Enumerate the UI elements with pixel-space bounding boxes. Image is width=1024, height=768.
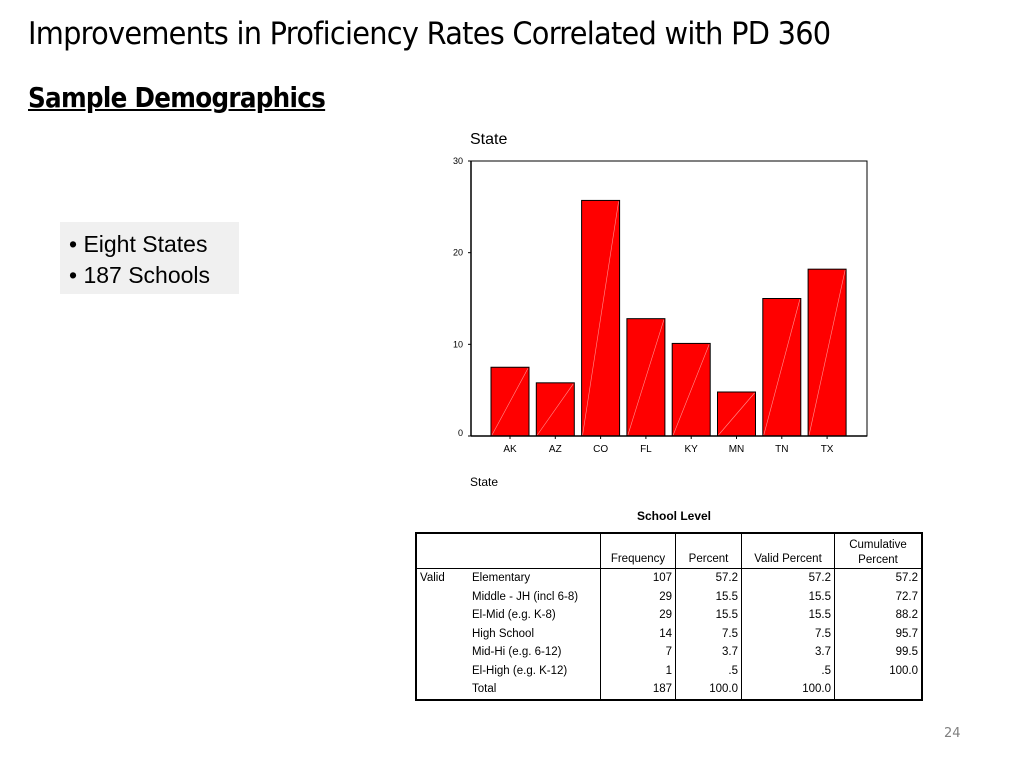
table-title: School Level bbox=[636, 509, 712, 523]
chart-title: State bbox=[470, 131, 507, 148]
cell-valid-percent: 3.7 bbox=[741, 643, 835, 662]
bar-highlight-fl bbox=[627, 319, 665, 436]
x-axis-label: State bbox=[470, 475, 498, 489]
header-empty-2 bbox=[469, 533, 601, 569]
bullet-schools: • 187 Schools bbox=[69, 262, 211, 288]
bar-highlight-ky bbox=[672, 344, 710, 436]
cell-cumulative-percent: 88.2 bbox=[834, 606, 922, 625]
cell-frequency: 187 bbox=[600, 680, 676, 700]
cell-frequency: 29 bbox=[600, 606, 676, 625]
row-label: Middle - JH (incl 6-8) bbox=[472, 590, 579, 603]
table-row: Total 187 100.0 100.0 bbox=[416, 680, 922, 700]
cell-frequency: 14 bbox=[600, 624, 676, 643]
cell-valid-percent: .5 bbox=[741, 661, 835, 680]
x-axis-ticks: AK AZ CO FL KY MN TN TX bbox=[503, 436, 834, 455]
x-tick-label: MN bbox=[729, 444, 745, 455]
row-group-label bbox=[416, 643, 469, 662]
y-axis-ticks: 0 10 20 30 bbox=[453, 156, 471, 438]
cell-cumulative-percent: 57.2 bbox=[834, 568, 922, 588]
row-group-label bbox=[416, 606, 469, 625]
x-tick-label: CO bbox=[593, 444, 608, 455]
cell-percent: 100.0 bbox=[675, 680, 742, 700]
row-label: El-High (e.g. K-12) bbox=[472, 664, 568, 677]
header-frequency: Frequency bbox=[600, 533, 676, 569]
row-label: Elementary bbox=[472, 572, 531, 585]
bar-highlight-az bbox=[537, 383, 574, 436]
bar-highlight-tx bbox=[808, 270, 846, 436]
table-row: El-High (e.g. K-12) 1.5.5 100.0 bbox=[416, 661, 922, 681]
row-label: Mid-Hi (e.g. 6-12) bbox=[472, 646, 562, 659]
cell-cumulative-percent: 100.0 bbox=[834, 661, 922, 680]
cell-valid-percent: 15.5 bbox=[741, 606, 835, 625]
table-row: Valid Elementary 107 57.2 57.2 57.2 bbox=[416, 568, 922, 588]
header-empty-1 bbox=[416, 533, 469, 569]
cell-frequency: 107 bbox=[600, 568, 676, 588]
state-bar-chart: State 0 10 20 30 AK AZ CO FL KY MN TN TX State bbox=[453, 131, 868, 489]
x-tick-label: AZ bbox=[549, 444, 562, 455]
cell-frequency: 1 bbox=[600, 661, 676, 680]
cell-percent: 57.2 bbox=[675, 568, 742, 588]
x-tick-label: TX bbox=[821, 444, 834, 455]
x-tick-label: TN bbox=[775, 444, 788, 455]
cell-percent: .5 bbox=[675, 661, 742, 680]
row-group-label bbox=[416, 680, 469, 700]
table-row: High School 14 7.5 7.5 95.7 bbox=[416, 624, 922, 644]
x-tick-label: KY bbox=[685, 444, 699, 455]
cell-valid-percent: 57.2 bbox=[741, 568, 835, 588]
table-body: Valid Elementary 107 57.2 57.2 57.2 Middle - J… bbox=[416, 568, 922, 700]
cell-cumulative-percent: 99.5 bbox=[834, 643, 922, 662]
cell-cumulative-percent: 72.7 bbox=[834, 587, 922, 606]
y-tick-label: 0 bbox=[458, 428, 463, 438]
bar-highlight-tn bbox=[763, 299, 801, 436]
row-group-label: Valid bbox=[420, 572, 445, 585]
cell-valid-percent: 100.0 bbox=[741, 680, 835, 700]
bar-highlight-co bbox=[582, 201, 619, 436]
cell-valid-percent: 15.5 bbox=[741, 587, 835, 606]
table-row: El-Mid (e.g. K-8) 29 15.5 15.5 88.2 bbox=[416, 606, 922, 625]
y-tick-label: 20 bbox=[453, 248, 463, 258]
school-level-table: Frequency Percent Valid Percent Cumulati… bbox=[415, 532, 923, 701]
x-tick-label: AK bbox=[503, 444, 517, 455]
table-row: Mid-Hi (e.g. 6-12) 7 3.7 3.7 99.5 bbox=[416, 643, 922, 662]
row-label: Total bbox=[472, 683, 497, 696]
y-tick-label: 30 bbox=[453, 156, 463, 166]
cell-frequency: 29 bbox=[600, 587, 676, 606]
x-tick-label: FL bbox=[640, 444, 652, 455]
table-row: Middle - JH (incl 6-8) 29 15.5 15.5 72.7 bbox=[416, 587, 922, 607]
slide-title: Improvements in Proficiency Rates Correl… bbox=[28, 16, 831, 52]
bar-highlight-mn bbox=[718, 392, 755, 436]
table-header-row: Frequency Percent Valid Percent Cumulati… bbox=[416, 533, 922, 569]
cell-frequency: 7 bbox=[600, 643, 676, 662]
row-label: El-Mid (e.g. K-8) bbox=[472, 609, 556, 622]
header-valid-percent: Valid Percent bbox=[741, 533, 835, 569]
slide-subtitle: Sample Demographics bbox=[28, 81, 326, 114]
y-tick-label: 10 bbox=[453, 339, 463, 349]
cell-cumulative-percent: 95.7 bbox=[834, 624, 922, 643]
bars-group bbox=[490, 199, 847, 437]
header-percent: Percent bbox=[675, 533, 742, 569]
row-group-label bbox=[416, 662, 469, 681]
bar-highlight-ak bbox=[491, 368, 529, 436]
cell-percent: 7.5 bbox=[675, 624, 742, 643]
page-number: 24 bbox=[944, 726, 961, 741]
cell-percent: 15.5 bbox=[675, 606, 742, 625]
cell-percent: 15.5 bbox=[675, 587, 742, 606]
summary-box: • Eight States • 187 Schools bbox=[60, 222, 239, 294]
cell-cumulative-percent bbox=[834, 680, 922, 700]
row-label: High School bbox=[472, 627, 535, 640]
cell-valid-percent: 7.5 bbox=[741, 624, 835, 643]
cell-percent: 3.7 bbox=[675, 643, 742, 662]
bullet-states: • Eight States bbox=[69, 231, 208, 257]
row-group-label bbox=[416, 625, 469, 644]
header-cumulative-percent: Cumulative Percent bbox=[834, 533, 922, 569]
row-group-label bbox=[416, 588, 469, 607]
